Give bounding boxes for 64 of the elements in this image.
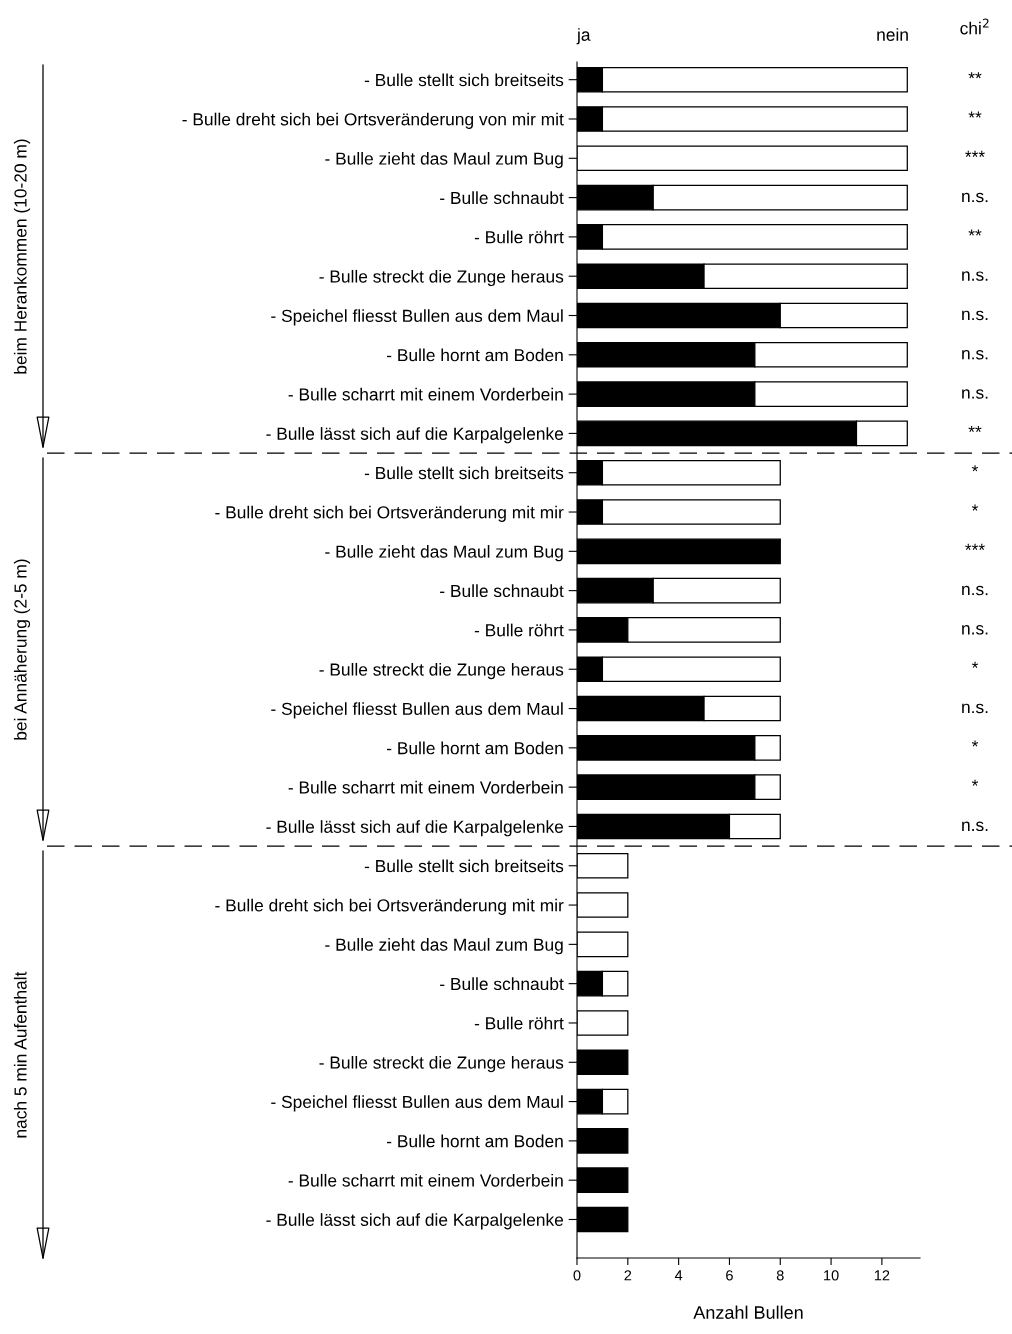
text: n.s. [962,389,988,399]
x-tick-label: 2 [624,1270,632,1281]
y-tick-label: - Bulle stellt sich breitseits [364,859,564,873]
y-tick-label: - Speichel fliesst Bullen aus dem Maul [271,702,563,719]
text: * [971,504,979,511]
text: * [971,465,979,472]
y-tick-label: - Speichel fliesst Bullen aus dem Maul [271,1095,563,1112]
y-tick-label: - Bulle scharrt mit einem Vorderbein [288,780,563,794]
text: beim Herankommen (10-20 m) [13,139,31,374]
y-tick-label: - Bulle schnaubt [440,584,564,598]
y-tick-label: - Bulle stellt sich breitseits [364,466,564,480]
y-tick-label: - Bulle röhrt [474,623,564,637]
x-axis-title: Anzahl Bullen [693,1305,803,1319]
y-tick-label: - Bulle hornt am Boden [387,741,563,755]
text: *** [965,543,985,550]
y-tick-label: - Bulle zieht das Maul zum Bug [325,938,563,955]
y-tick-label: - Bulle röhrt [474,1016,564,1030]
y-tick-label: - Bulle dreht sich bei Ortsveränderung mit mir [215,505,564,522]
text: n.s. [962,349,988,360]
text: n.s. [962,585,988,596]
y-tick-label: - Bulle hornt am Boden [387,1134,563,1148]
text: chi$^{2}$ [960,18,989,35]
text: * [971,661,979,668]
x-tick-label: 0 [573,1270,581,1281]
y-tick-label: - Bulle hornt am Boden [387,348,563,362]
y-tick-label: - Bulle scharrt mit einem Vorderbein [288,1173,563,1187]
y-tick-label: - Speichel fliesst Bullen aus dem Maul [271,309,563,326]
text: n.s. [962,271,988,281]
x-tick-label: 12 [874,1270,890,1281]
y-tick-label: - Bulle streckt die Zunge heraus [319,662,564,680]
text: n.s. [962,703,988,714]
y-tick-label: - Bulle dreht sich bei Ortsveränderung von mir mit [182,112,564,129]
text: * [971,779,979,786]
series-label: ja [576,28,591,45]
text: n.s. [962,625,988,635]
y-tick-label: - Bulle schnaubt [440,977,564,991]
x-tick-label: 10 [824,1270,839,1281]
y-tick-label: - Bulle streckt die Zunge heraus [319,1055,564,1073]
text: *** [965,150,985,157]
y-tick-label: - Bulle lässt sich auf die Karpalgelenke [266,1213,564,1230]
y-tick-label: - Bulle lässt sich auf die Karpalgelenke [266,820,564,837]
y-tick-label: - Bulle lässt sich auf die Karpalgelenke [266,427,564,444]
text: * [971,740,979,747]
text: n.s. [962,821,988,832]
text: ** [968,111,982,118]
text: bei Annäherung (2-5 m) [13,559,31,740]
text: ** [968,425,982,433]
text: n.s. [962,192,988,203]
y-tick-label: - Bulle röhrt [474,230,564,244]
x-tick-label: 6 [726,1270,733,1281]
x-tick-label: 8 [776,1270,784,1281]
x-tick-label: 4 [674,1270,683,1281]
series-label: nein [877,28,908,41]
y-tick-label: - Bulle streckt die Zunge heraus [319,269,564,287]
y-tick-label: - Bulle schnaubt [440,191,564,205]
y-tick-label: - Bulle scharrt mit einem Vorderbein [288,387,563,401]
y-tick-label: - Bulle stellt sich breitseits [364,73,564,87]
text: nach 5 min Aufenthalt [13,971,27,1138]
y-tick-label: - Bulle zieht das Maul zum Bug [325,152,563,169]
y-tick-label: - Bulle dreht sich bei Ortsveränderung mit mir [215,898,564,915]
y-tick-label: - Bulle zieht das Maul zum Bug [325,545,563,562]
text: ** [968,72,982,79]
text: ** [968,229,982,236]
text: n.s. [962,310,988,321]
